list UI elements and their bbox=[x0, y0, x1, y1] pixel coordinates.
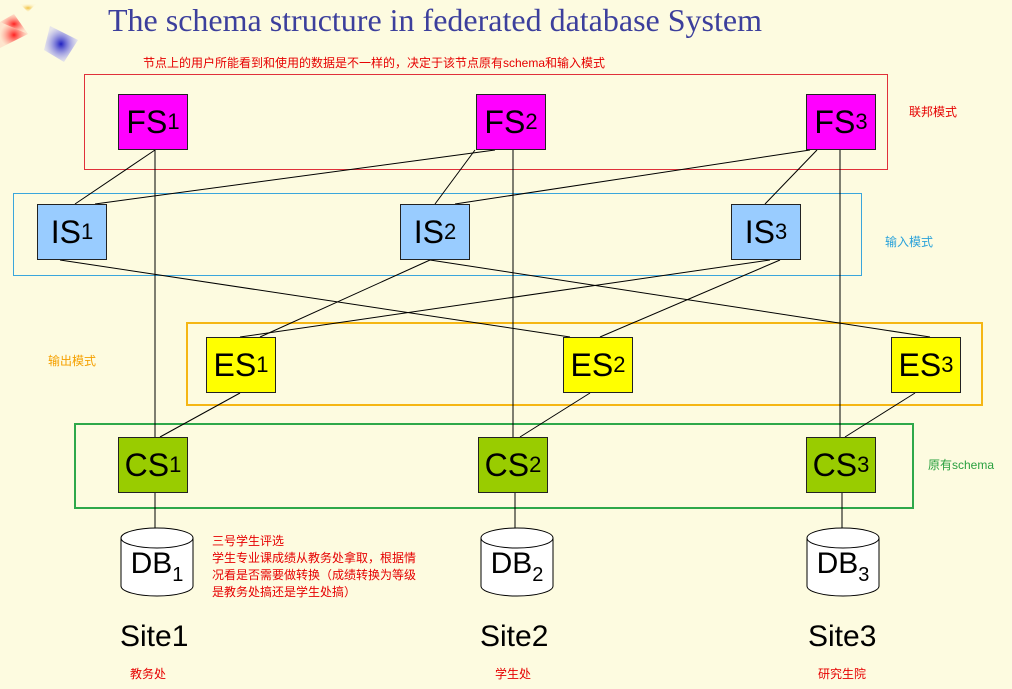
cs2-node: CS 2 bbox=[478, 437, 548, 493]
federated-schema-label: 联邦模式 bbox=[909, 105, 958, 119]
is3-subscript: 3 bbox=[774, 219, 788, 244]
edge-fs2-is1 bbox=[94, 149, 496, 205]
database-icon bbox=[806, 527, 880, 597]
database-icon bbox=[120, 527, 194, 597]
subtitle-annotation: 节点上的用户所能看到和使用的数据是不一样的，决定于该节点原有schema和输入模… bbox=[143, 56, 606, 70]
is2-label: IS bbox=[413, 214, 444, 250]
site3-office: 研究生院 bbox=[818, 667, 867, 681]
edge-es2-cs2 bbox=[519, 392, 591, 438]
edge-is2-es1 bbox=[259, 259, 431, 338]
edge-fs3-is2 bbox=[454, 149, 811, 205]
original-schema-group bbox=[74, 423, 914, 509]
export-schema-group bbox=[186, 322, 983, 406]
db1-label: DB bbox=[130, 547, 173, 580]
db2-subscript: 2 bbox=[532, 564, 544, 586]
is3-label: IS bbox=[744, 214, 775, 250]
db3-subscript: 3 bbox=[858, 564, 870, 586]
page-title: The schema structure in federated databa… bbox=[108, 2, 762, 38]
is1-label: IS bbox=[50, 214, 81, 250]
db3-cylinder: DB3 bbox=[806, 527, 880, 597]
original-schema-label: 原有schema bbox=[928, 458, 995, 472]
site2-label: Site2 bbox=[480, 620, 549, 653]
note-line: 况看是否需要做转换（成绩转换为等级 bbox=[212, 568, 417, 582]
edge-fs1-is1 bbox=[74, 149, 156, 205]
site1-office: 教务处 bbox=[130, 667, 167, 681]
cs1-label: CS bbox=[124, 447, 170, 483]
es2-node: ES 2 bbox=[563, 337, 633, 393]
edge-es1-cs1 bbox=[159, 392, 241, 438]
fs3-label: FS bbox=[814, 104, 856, 140]
logo-icon bbox=[0, 4, 78, 62]
edge-is1-es2 bbox=[59, 259, 571, 338]
is1-subscript: 1 bbox=[80, 219, 94, 244]
fs3-subscript: 3 bbox=[855, 109, 868, 134]
is3-node: IS 3 bbox=[731, 204, 801, 260]
cs1-node: CS 1 bbox=[118, 437, 188, 493]
site2-office: 学生处 bbox=[495, 667, 532, 681]
site1-note: 三号学生评选 学生专业课成绩从教务处拿取，根据情 况看是否需要做转换（成绩转换为… bbox=[212, 533, 477, 601]
federated-schema-group bbox=[84, 74, 888, 170]
fs2-label: FS bbox=[484, 104, 526, 140]
es3-node: ES 3 bbox=[891, 337, 961, 393]
fs1-node: FS 1 bbox=[118, 94, 188, 150]
fs2-subscript: 2 bbox=[525, 109, 538, 134]
site1-label: Site1 bbox=[120, 620, 189, 653]
db3-label: DB bbox=[816, 547, 859, 580]
is1-node: IS 1 bbox=[37, 204, 107, 260]
cs2-subscript: 2 bbox=[529, 452, 542, 477]
fs3-node: FS 3 bbox=[806, 94, 876, 150]
site3-label: Site3 bbox=[808, 620, 877, 653]
is2-node: IS 2 bbox=[400, 204, 470, 260]
fs1-label: FS bbox=[126, 104, 168, 140]
es2-subscript: 2 bbox=[613, 352, 626, 377]
es1-label: ES bbox=[213, 347, 257, 383]
edge-fs2-is2 bbox=[434, 149, 476, 205]
edge-fs3-is3 bbox=[764, 149, 818, 205]
edge-is2-es3 bbox=[429, 259, 931, 338]
cs1-subscript: 1 bbox=[169, 452, 182, 477]
es3-subscript: 3 bbox=[941, 352, 954, 377]
db1-cylinder: DB1 bbox=[120, 527, 194, 597]
cs3-label: CS bbox=[812, 447, 858, 483]
es1-subscript: 1 bbox=[256, 352, 269, 377]
import-schema-group bbox=[13, 193, 862, 276]
note-line: 学生专业课成绩从教务处拿取，根据情 bbox=[212, 551, 417, 565]
export-schema-label: 输出模式 bbox=[48, 354, 97, 368]
es1-node: ES 1 bbox=[206, 337, 276, 393]
db2-label: DB bbox=[490, 547, 533, 580]
fs1-subscript: 1 bbox=[167, 109, 180, 134]
note-line: 三号学生评选 bbox=[212, 534, 285, 548]
db2-cylinder: DB2 bbox=[480, 527, 554, 597]
cs3-subscript: 3 bbox=[857, 452, 870, 477]
es3-label: ES bbox=[898, 347, 942, 383]
edge-is3-es1 bbox=[239, 259, 771, 338]
import-schema-label: 输入模式 bbox=[885, 235, 934, 249]
edge-is3-es2 bbox=[599, 259, 781, 338]
cs2-label: CS bbox=[484, 447, 530, 483]
db1-subscript: 1 bbox=[172, 564, 184, 586]
is2-subscript: 2 bbox=[443, 219, 457, 244]
note-line: 是教务处搞还是学生处搞） bbox=[212, 585, 357, 599]
database-icon bbox=[480, 527, 554, 597]
es2-label: ES bbox=[570, 347, 614, 383]
edge-es3-cs3 bbox=[844, 392, 916, 438]
fs2-node: FS 2 bbox=[476, 94, 546, 150]
cs3-node: CS 3 bbox=[806, 437, 876, 493]
